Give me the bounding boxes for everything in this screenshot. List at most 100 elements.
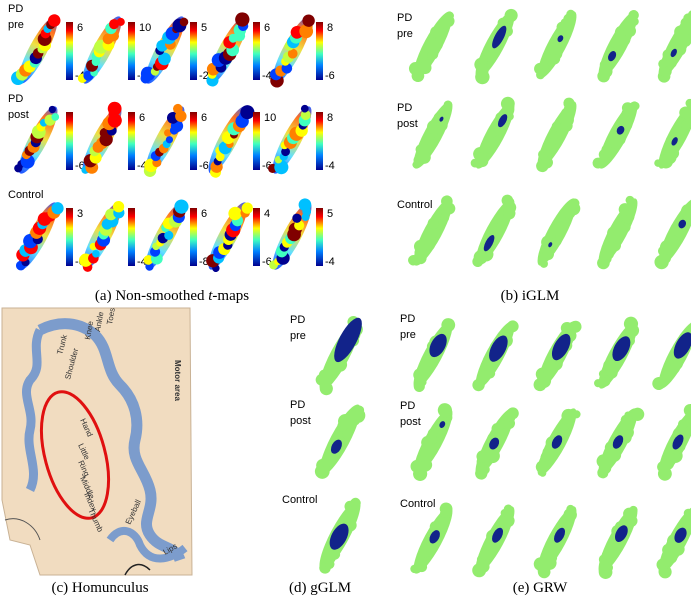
caption: (e) GRW — [513, 580, 568, 596]
colorbar — [66, 208, 73, 266]
activation-map — [650, 316, 691, 395]
colorbar-tick-label: 8 — [327, 112, 333, 124]
row-label: Control — [8, 189, 43, 201]
row-label: PD — [397, 102, 412, 114]
activation-map — [589, 502, 645, 582]
colorbar — [253, 22, 260, 80]
colorbar-tick-label: 10 — [139, 22, 151, 34]
t-map — [139, 196, 192, 274]
activation-map — [591, 97, 645, 175]
colorbar-tick-label: -4 — [325, 160, 335, 172]
colorbar — [316, 112, 323, 170]
colorbar-tick-label: 10 — [264, 112, 276, 124]
row-label: PD — [400, 400, 415, 412]
caption: (a) Non-smoothed t-maps — [95, 288, 249, 304]
activation-map — [529, 502, 585, 581]
colorbar — [66, 112, 73, 170]
activation-map — [311, 494, 368, 577]
colorbar-tick-label: 6 — [201, 112, 207, 124]
activation-map — [651, 97, 691, 174]
row-label: Control — [397, 199, 432, 211]
illustration-label: Motor area — [173, 360, 182, 401]
colorbar-tick-label: 6 — [201, 208, 207, 220]
colorbar-tick-label: 8 — [327, 22, 333, 34]
activation-map — [650, 6, 691, 85]
activation-map — [468, 316, 522, 395]
homunculus-image — [2, 308, 192, 575]
row-label: post — [290, 415, 311, 427]
colorbar — [128, 22, 135, 80]
row-label: PD — [400, 313, 415, 325]
caption: (c) Homunculus — [51, 580, 148, 596]
activation-map — [404, 6, 459, 85]
row-label: post — [397, 118, 418, 130]
row-label: Control — [400, 498, 435, 510]
colorbar — [128, 112, 135, 170]
activation-map — [591, 6, 645, 85]
colorbar — [190, 112, 197, 170]
activation-map — [406, 97, 459, 173]
colorbar-tick-label: 4 — [264, 208, 270, 220]
colorbar — [316, 22, 323, 80]
activation-map — [650, 193, 691, 272]
colorbar-tick-label: -6 — [199, 160, 209, 172]
caption-text: -maps — [212, 288, 249, 304]
colorbar-tick-label: 3 — [77, 208, 83, 220]
colorbar — [253, 112, 260, 170]
row-label: pre — [8, 19, 24, 31]
activation-map — [590, 401, 647, 482]
activation-map — [650, 501, 691, 581]
t-map — [75, 197, 129, 275]
row-label: PD — [8, 93, 23, 105]
t-map — [75, 99, 130, 178]
row-label: pre — [400, 329, 416, 341]
activation-map — [467, 5, 524, 87]
row-label: PD — [397, 12, 412, 24]
colorbar-tick-label: 5 — [327, 208, 333, 220]
colorbar-tick-label: 6 — [264, 22, 270, 34]
row-label: PD — [290, 314, 305, 326]
row-label: pre — [397, 28, 413, 40]
activation-map — [530, 193, 584, 270]
row-label: post — [400, 416, 421, 428]
row-label: pre — [290, 330, 306, 342]
row-label: PD — [290, 399, 305, 411]
activation-map — [467, 94, 522, 173]
colorbar — [190, 208, 197, 266]
figure: PDpre6-410-55-26-48-6PDpost-66-46-610-68… — [0, 0, 691, 602]
caption-text: (a) Non-smoothed — [95, 288, 208, 304]
colorbar-tick-label: 6 — [77, 22, 83, 34]
colorbar — [316, 208, 323, 266]
activation-map — [406, 500, 459, 578]
t-map — [200, 9, 256, 90]
page: {"panel_a": {"caption": {"prefix": "(a) … — [0, 0, 691, 602]
activation-map — [310, 399, 370, 484]
t-map — [265, 196, 318, 274]
activation-map — [468, 193, 523, 272]
activation-map — [591, 314, 645, 393]
colorbar-tick-label: 5 — [201, 22, 207, 34]
t-map — [264, 10, 320, 91]
activation-map — [467, 402, 524, 483]
row-label: post — [8, 109, 29, 121]
activation-map — [403, 401, 461, 484]
colorbar-tick-label: 6 — [139, 112, 145, 124]
activation-map — [529, 96, 584, 176]
activation-map — [467, 501, 521, 580]
activation-map — [649, 402, 691, 484]
row-label: PD — [8, 3, 23, 15]
row-label: Control — [282, 494, 317, 506]
activation-map — [405, 314, 460, 394]
caption: (b) iGLM — [501, 288, 560, 304]
colorbar — [128, 208, 135, 266]
t-map — [9, 195, 65, 275]
activation-map — [529, 315, 585, 395]
colorbar — [66, 22, 73, 80]
t-map — [76, 12, 128, 88]
activation-map — [530, 404, 583, 480]
activation-map — [530, 7, 583, 84]
t-map — [201, 100, 257, 180]
colorbar — [190, 22, 197, 80]
colorbar-tick-label: -4 — [325, 256, 335, 268]
activation-map — [311, 313, 370, 398]
